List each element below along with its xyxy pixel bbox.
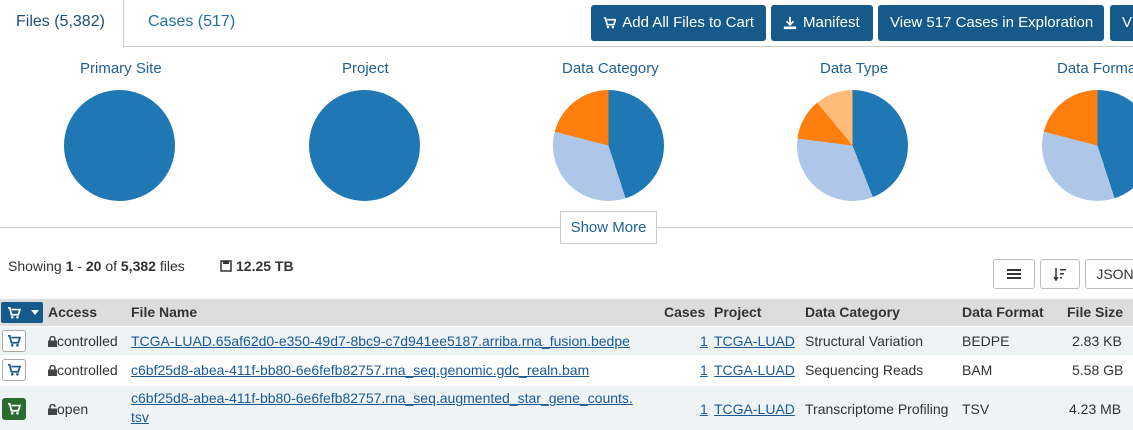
access-label: open [57,401,89,417]
summary-total: 5,382 [120,258,156,274]
header-file-name[interactable]: File Name [131,304,198,320]
total-size: 12.25 TB [220,258,294,274]
pie-data-category[interactable] [553,90,664,201]
access-cell: controlled [48,362,118,378]
overflow-label: V [1122,14,1133,31]
select-all-cart-button[interactable] [1,302,43,323]
data-category-cell: Sequencing Reads [805,362,924,378]
cases-link[interactable]: 1 [700,333,708,349]
unlock-icon [48,403,57,415]
overflow-button[interactable]: V [1110,5,1133,41]
header-file-size[interactable]: File Size [1067,304,1124,320]
data-format-cell: BAM [962,362,993,378]
header-project[interactable]: Project [714,304,762,320]
summary-prefix: Showing [8,258,62,274]
add-all-files-to-cart-button[interactable]: Add All Files to Cart [591,5,766,41]
header-data-format[interactable]: Data Format [962,304,1044,320]
add-to-cart-button[interactable] [2,330,26,352]
pie-data-type[interactable] [797,90,908,201]
file-size-cell: 5.58 GB [1072,362,1124,378]
download-icon [783,16,797,30]
manifest-label: Manifest [803,14,860,31]
table-row: open c6bf25d8-abea-411f-bb80-6e6fefb8275… [0,386,1133,430]
results-summary: Showing 1 - 20 of 5,382 files [8,258,185,274]
header-cases[interactable]: Cases [664,304,706,320]
file-name-link[interactable]: c6bf25d8-abea-411f-bb80-6e6fefb82757.rna… [131,390,633,406]
summary-dash: - [77,258,82,274]
file-name-link[interactable]: c6bf25d8-abea-411f-bb80-6e6fefb82757.rna… [131,362,590,378]
access-label: controlled [57,333,118,349]
save-icon [220,260,232,272]
project-link[interactable]: TCGA-LUAD [714,401,795,417]
pie-primary-site[interactable] [64,90,175,201]
tab-cases[interactable]: Cases (517) [148,13,236,30]
project-link[interactable]: TCGA-LUAD [714,362,795,378]
chart-title-primary-site: Primary Site [80,60,162,77]
view-cases-label: View 517 Cases in Exploration [890,14,1094,31]
pie-project[interactable] [309,90,420,201]
caret-down-icon [31,309,39,315]
show-more-button[interactable]: Show More [560,211,657,244]
table-row: controlled c6bf25d8-abea-411f-bb80-6e6fe… [0,356,1133,384]
summary-to: 20 [85,258,102,274]
pie-data-format[interactable] [1042,90,1133,201]
data-category-cell: Transcriptome Profiling [805,401,949,417]
data-format-cell: TSV [962,401,990,417]
data-format-cell: BEDPE [962,333,1010,349]
list-icon [1007,269,1021,279]
total-size-value: 12.25 TB [236,258,294,274]
lock-icon [48,335,57,347]
file-name-link[interactable]: TCGA-LUAD.65af62d0-e350-49d7-8bc9-c7d941… [131,333,630,349]
sort-button[interactable] [1040,259,1080,289]
json-export-button[interactable]: JSON [1085,259,1133,289]
project-link[interactable]: TCGA-LUAD [714,333,795,349]
chart-title-data-type: Data Type [820,60,889,77]
summary-from: 1 [65,258,74,274]
access-label: controlled [57,362,118,378]
access-cell: controlled [48,333,118,349]
tab-bar: Files (5,382) Cases (517) Add All Files … [0,0,1133,48]
sort-icon [1053,268,1066,282]
cases-link[interactable]: 1 [700,362,708,378]
chart-title-project: Project [342,60,389,77]
manifest-button[interactable]: Manifest [771,5,873,41]
cart-icon [7,335,22,347]
cart-icon [7,306,21,319]
tab-files[interactable]: Files (5,382) [0,0,124,48]
summary-unit: files [159,258,185,274]
add-all-label: Add All Files to Cart [622,14,754,31]
data-category-cell: Structural Variation [805,333,924,349]
chart-title-data-category: Data Category [562,60,659,77]
file-size-cell: 2.83 KB [1072,333,1122,349]
view-cases-in-exploration-button[interactable]: View 517 Cases in Exploration [878,5,1104,41]
cart-icon [7,403,22,415]
file-name-link-continued[interactable]: tsv [131,409,149,425]
chart-title-data-format: Data Forma [1057,60,1133,77]
table-row: controlled TCGA-LUAD.65af62d0-e350-49d7-… [0,327,1133,355]
cases-link[interactable]: 1 [700,401,708,417]
cart-icon [7,364,22,376]
add-to-cart-button[interactable] [2,359,26,381]
summary-of: of [105,258,117,274]
header-access[interactable]: Access [48,304,98,320]
add-to-cart-button[interactable] [2,398,26,420]
file-size-cell: 4.23 MB [1069,401,1122,417]
list-view-button[interactable] [993,259,1035,289]
access-cell: open [48,401,88,417]
cart-icon [603,17,617,29]
lock-icon [48,364,57,376]
table-header: Access File Name Cases Project Data Cate… [0,299,1133,326]
header-data-category[interactable]: Data Category [805,304,900,320]
